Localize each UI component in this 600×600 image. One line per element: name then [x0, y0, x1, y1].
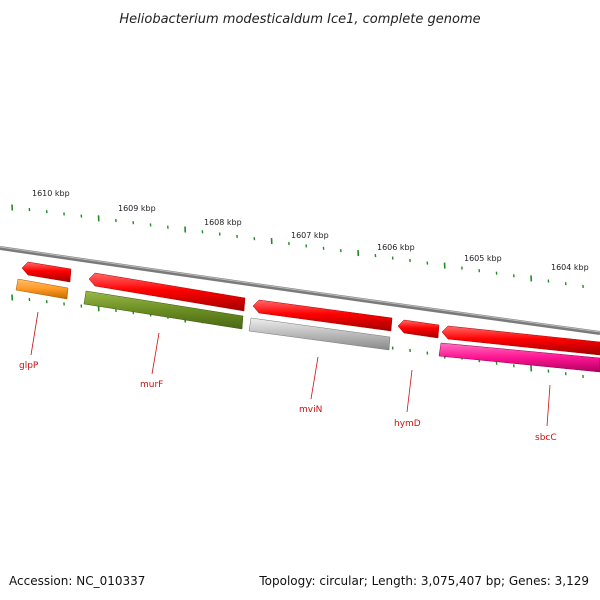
genome-summary-text: Topology: circular; Length: 3,075,407 bp… — [259, 574, 589, 588]
kbp-label: 1605 kbp — [464, 254, 502, 263]
reverse-strand-track — [15, 278, 600, 373]
map-title: Heliobacterium modesticaldum Ice1, compl… — [119, 12, 480, 27]
gene-label-hymD[interactable]: hymD — [394, 419, 421, 429]
cds-arrow[interactable] — [21, 261, 72, 283]
sbcC-leader — [546, 384, 551, 427]
cds-arrow[interactable] — [88, 272, 246, 312]
cds-arrow[interactable] — [441, 325, 600, 356]
gene-leader-lines — [30, 311, 551, 427]
gene-label-glpP[interactable]: glpP — [19, 361, 39, 371]
gene-labels: glpP murF mviN hymD sbcC — [19, 361, 557, 443]
hymD-leader — [406, 369, 413, 413]
gene-label-sbcC[interactable]: sbcC — [535, 433, 557, 443]
gene-label-murF[interactable]: murF — [140, 380, 163, 390]
kbp-scale: 1610 kbp 1609 kbp 1608 kbp 1607 kbp 1606… — [32, 189, 589, 272]
glpP-leader — [30, 311, 39, 356]
forward-strand-track — [21, 261, 600, 356]
genome-backbone-highlight — [0, 246, 600, 333]
accession-text: Accession: NC_010337 — [9, 574, 146, 588]
cds-arrow[interactable] — [252, 299, 393, 332]
mviN-leader — [310, 356, 319, 400]
glpP-feature[interactable] — [15, 278, 69, 300]
mviN-feature[interactable] — [248, 317, 391, 351]
kbp-label: 1607 kbp — [291, 231, 329, 240]
cds-arrow[interactable] — [397, 319, 440, 339]
position-ticks-outer — [11, 204, 584, 288]
genome-backbone — [0, 246, 600, 335]
murF-leader — [151, 332, 160, 375]
gene-label-mviN[interactable]: mviN — [299, 405, 322, 415]
kbp-label: 1610 kbp — [32, 189, 70, 198]
kbp-label: 1604 kbp — [551, 263, 589, 272]
sbcC-feature[interactable] — [438, 342, 600, 373]
kbp-label: 1606 kbp — [377, 243, 415, 252]
kbp-label: 1609 kbp — [118, 204, 156, 213]
kbp-label: 1608 kbp — [204, 218, 242, 227]
murF-feature[interactable] — [83, 290, 244, 330]
